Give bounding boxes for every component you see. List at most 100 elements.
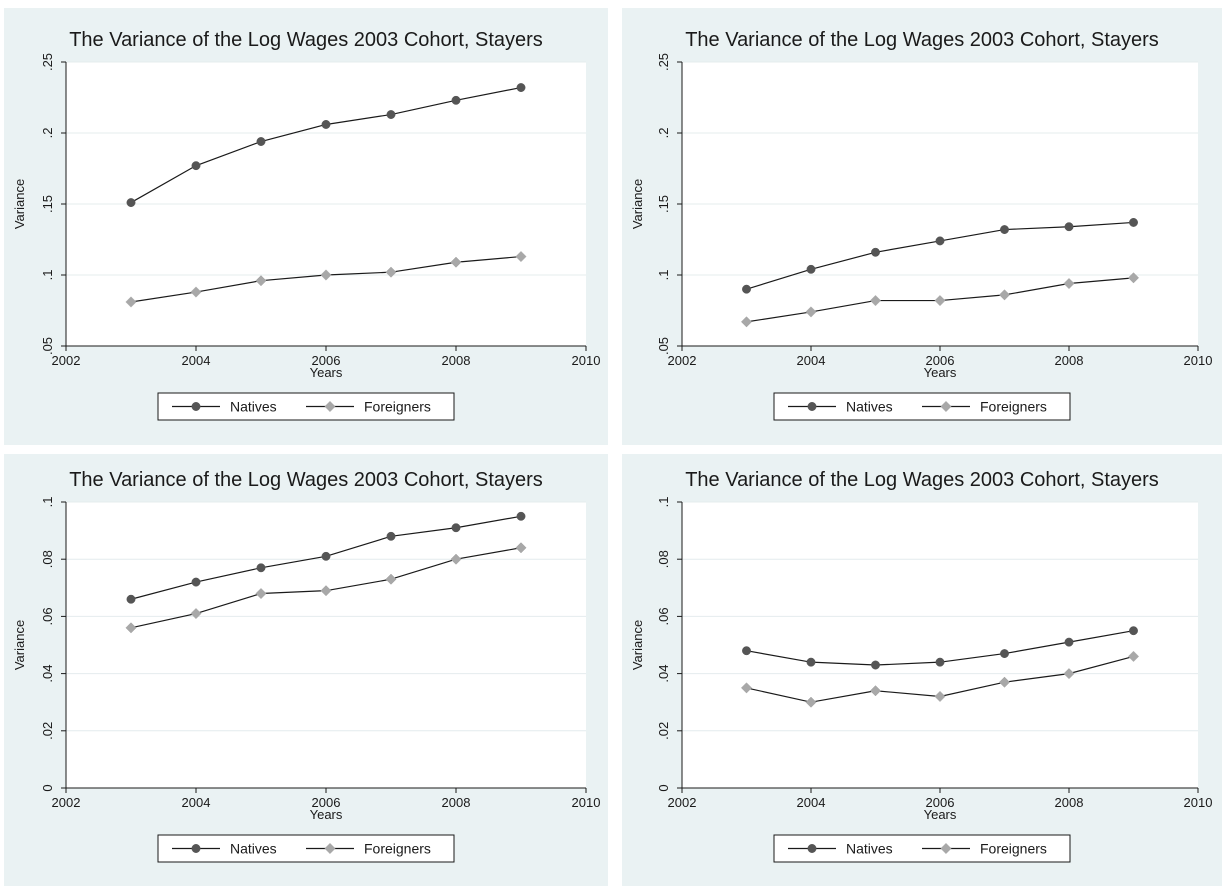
x-tick-label: 2010 — [572, 353, 601, 368]
data-point-natives — [742, 284, 751, 294]
chart-svg: The Variance of the Log Wages 2003 Cohor… — [12, 29, 601, 421]
y-tick-label: .1 — [40, 270, 55, 281]
y-tick-label: .25 — [656, 53, 671, 71]
x-tick-label: 2008 — [442, 353, 471, 368]
data-point-natives — [451, 523, 461, 533]
legend-marker-foreigners — [940, 400, 952, 413]
data-point-foreigners — [869, 685, 882, 697]
x-tick-label: 2008 — [1055, 795, 1084, 810]
x-tick-label: 2006 — [926, 795, 955, 810]
chart-title: The Variance of the Log Wages 2003 Cohor… — [685, 469, 1159, 491]
data-point-foreigners — [805, 696, 817, 708]
legend-marker-natives — [807, 844, 817, 853]
data-point-natives — [1064, 637, 1074, 647]
x-tick-label: 2006 — [926, 353, 955, 368]
data-point-foreigners — [190, 286, 202, 298]
legend-label-foreigners: Foreigners — [364, 399, 431, 415]
x-tick-label: 2008 — [1055, 353, 1084, 368]
x-tick-label: 2004 — [182, 353, 211, 368]
data-point-natives — [742, 646, 751, 656]
legend-label-natives: Natives — [846, 399, 893, 415]
data-point-foreigners — [125, 622, 137, 634]
data-point-natives — [386, 531, 396, 541]
y-axis-label: Variance — [630, 179, 645, 229]
data-point-foreigners — [1063, 277, 1075, 290]
y-tick-label: .25 — [40, 53, 55, 71]
data-point-foreigners — [320, 585, 332, 597]
x-tick-label: 2004 — [797, 353, 826, 368]
data-point-natives — [256, 563, 266, 573]
y-tick-label: .05 — [40, 337, 55, 355]
chart-panel-bottom-left: The Variance of the Log Wages 2003 Cohor… — [4, 454, 608, 886]
data-point-foreigners — [1063, 668, 1075, 680]
x-tick-label: 2002 — [52, 795, 81, 810]
chart-svg: The Variance of the Log Wages 2003 Cohor… — [630, 29, 1213, 421]
data-point-foreigners — [320, 269, 332, 281]
data-point-foreigners — [255, 275, 267, 287]
legend-label-foreigners: Foreigners — [980, 841, 1047, 857]
data-point-foreigners — [1127, 650, 1140, 662]
legend-label-natives: Natives — [230, 399, 277, 415]
data-point-foreigners — [450, 553, 462, 565]
y-tick-label: .1 — [40, 497, 55, 508]
y-tick-label: .06 — [656, 607, 671, 625]
y-tick-label: .04 — [40, 665, 55, 683]
data-point-foreigners — [190, 607, 202, 620]
data-point-foreigners — [125, 296, 137, 308]
y-tick-label: .04 — [656, 665, 671, 683]
legend-marker-foreigners — [324, 400, 336, 413]
x-tick-label: 2006 — [312, 353, 341, 368]
data-point-foreigners — [255, 587, 267, 600]
x-tick-label: 2002 — [668, 353, 697, 368]
data-point-foreigners — [1127, 272, 1140, 284]
y-tick-label: .2 — [40, 128, 55, 139]
x-axis-label: Years — [924, 365, 957, 380]
chart-panel-top-left: The Variance of the Log Wages 2003 Cohor… — [4, 8, 608, 445]
y-tick-label: .08 — [656, 550, 671, 568]
data-point-natives — [871, 660, 880, 670]
legend-marker-natives — [191, 844, 201, 853]
x-tick-label: 2010 — [1184, 353, 1213, 368]
legend-marker-natives — [807, 402, 817, 411]
y-tick-label: .2 — [656, 128, 671, 139]
data-point-foreigners — [869, 295, 882, 307]
data-point-foreigners — [934, 690, 946, 703]
x-tick-label: 2008 — [442, 795, 471, 810]
y-tick-label: .05 — [656, 337, 671, 355]
chart-panel-top-right: The Variance of the Log Wages 2003 Cohor… — [622, 8, 1222, 445]
chart-title: The Variance of the Log Wages 2003 Cohor… — [685, 29, 1159, 51]
y-axis-label: Variance — [12, 179, 27, 229]
x-tick-label: 2002 — [52, 353, 81, 368]
data-point-foreigners — [515, 542, 527, 554]
y-tick-label: .02 — [656, 722, 671, 740]
chart-title: The Variance of the Log Wages 2003 Cohor… — [69, 29, 543, 51]
data-point-foreigners — [998, 676, 1011, 688]
data-point-natives — [1000, 649, 1009, 659]
data-point-natives — [516, 511, 526, 521]
data-point-natives — [806, 657, 816, 667]
data-point-natives — [321, 120, 331, 129]
x-axis-label: Years — [924, 807, 957, 822]
plot-area — [66, 502, 586, 788]
x-tick-label: 2002 — [668, 795, 697, 810]
legend-label-foreigners: Foreigners — [364, 841, 431, 857]
x-tick-label: 2006 — [312, 795, 341, 810]
data-point-natives — [516, 83, 526, 93]
x-tick-label: 2004 — [182, 795, 211, 810]
data-point-natives — [386, 110, 396, 119]
y-tick-label: 0 — [656, 784, 671, 791]
data-point-natives — [191, 161, 201, 171]
chart-svg: The Variance of the Log Wages 2003 Cohor… — [12, 469, 600, 863]
data-point-foreigners — [740, 316, 753, 328]
data-point-foreigners — [450, 256, 462, 268]
y-tick-label: .02 — [40, 722, 55, 740]
data-point-natives — [1129, 626, 1138, 636]
y-tick-label: .1 — [656, 497, 671, 508]
data-point-natives — [1000, 225, 1009, 235]
data-point-natives — [871, 247, 880, 257]
plot-area — [682, 502, 1198, 788]
data-point-natives — [126, 594, 136, 604]
data-point-foreigners — [385, 266, 397, 278]
chart-title: The Variance of the Log Wages 2003 Cohor… — [69, 469, 543, 491]
y-tick-label: .1 — [656, 270, 671, 281]
